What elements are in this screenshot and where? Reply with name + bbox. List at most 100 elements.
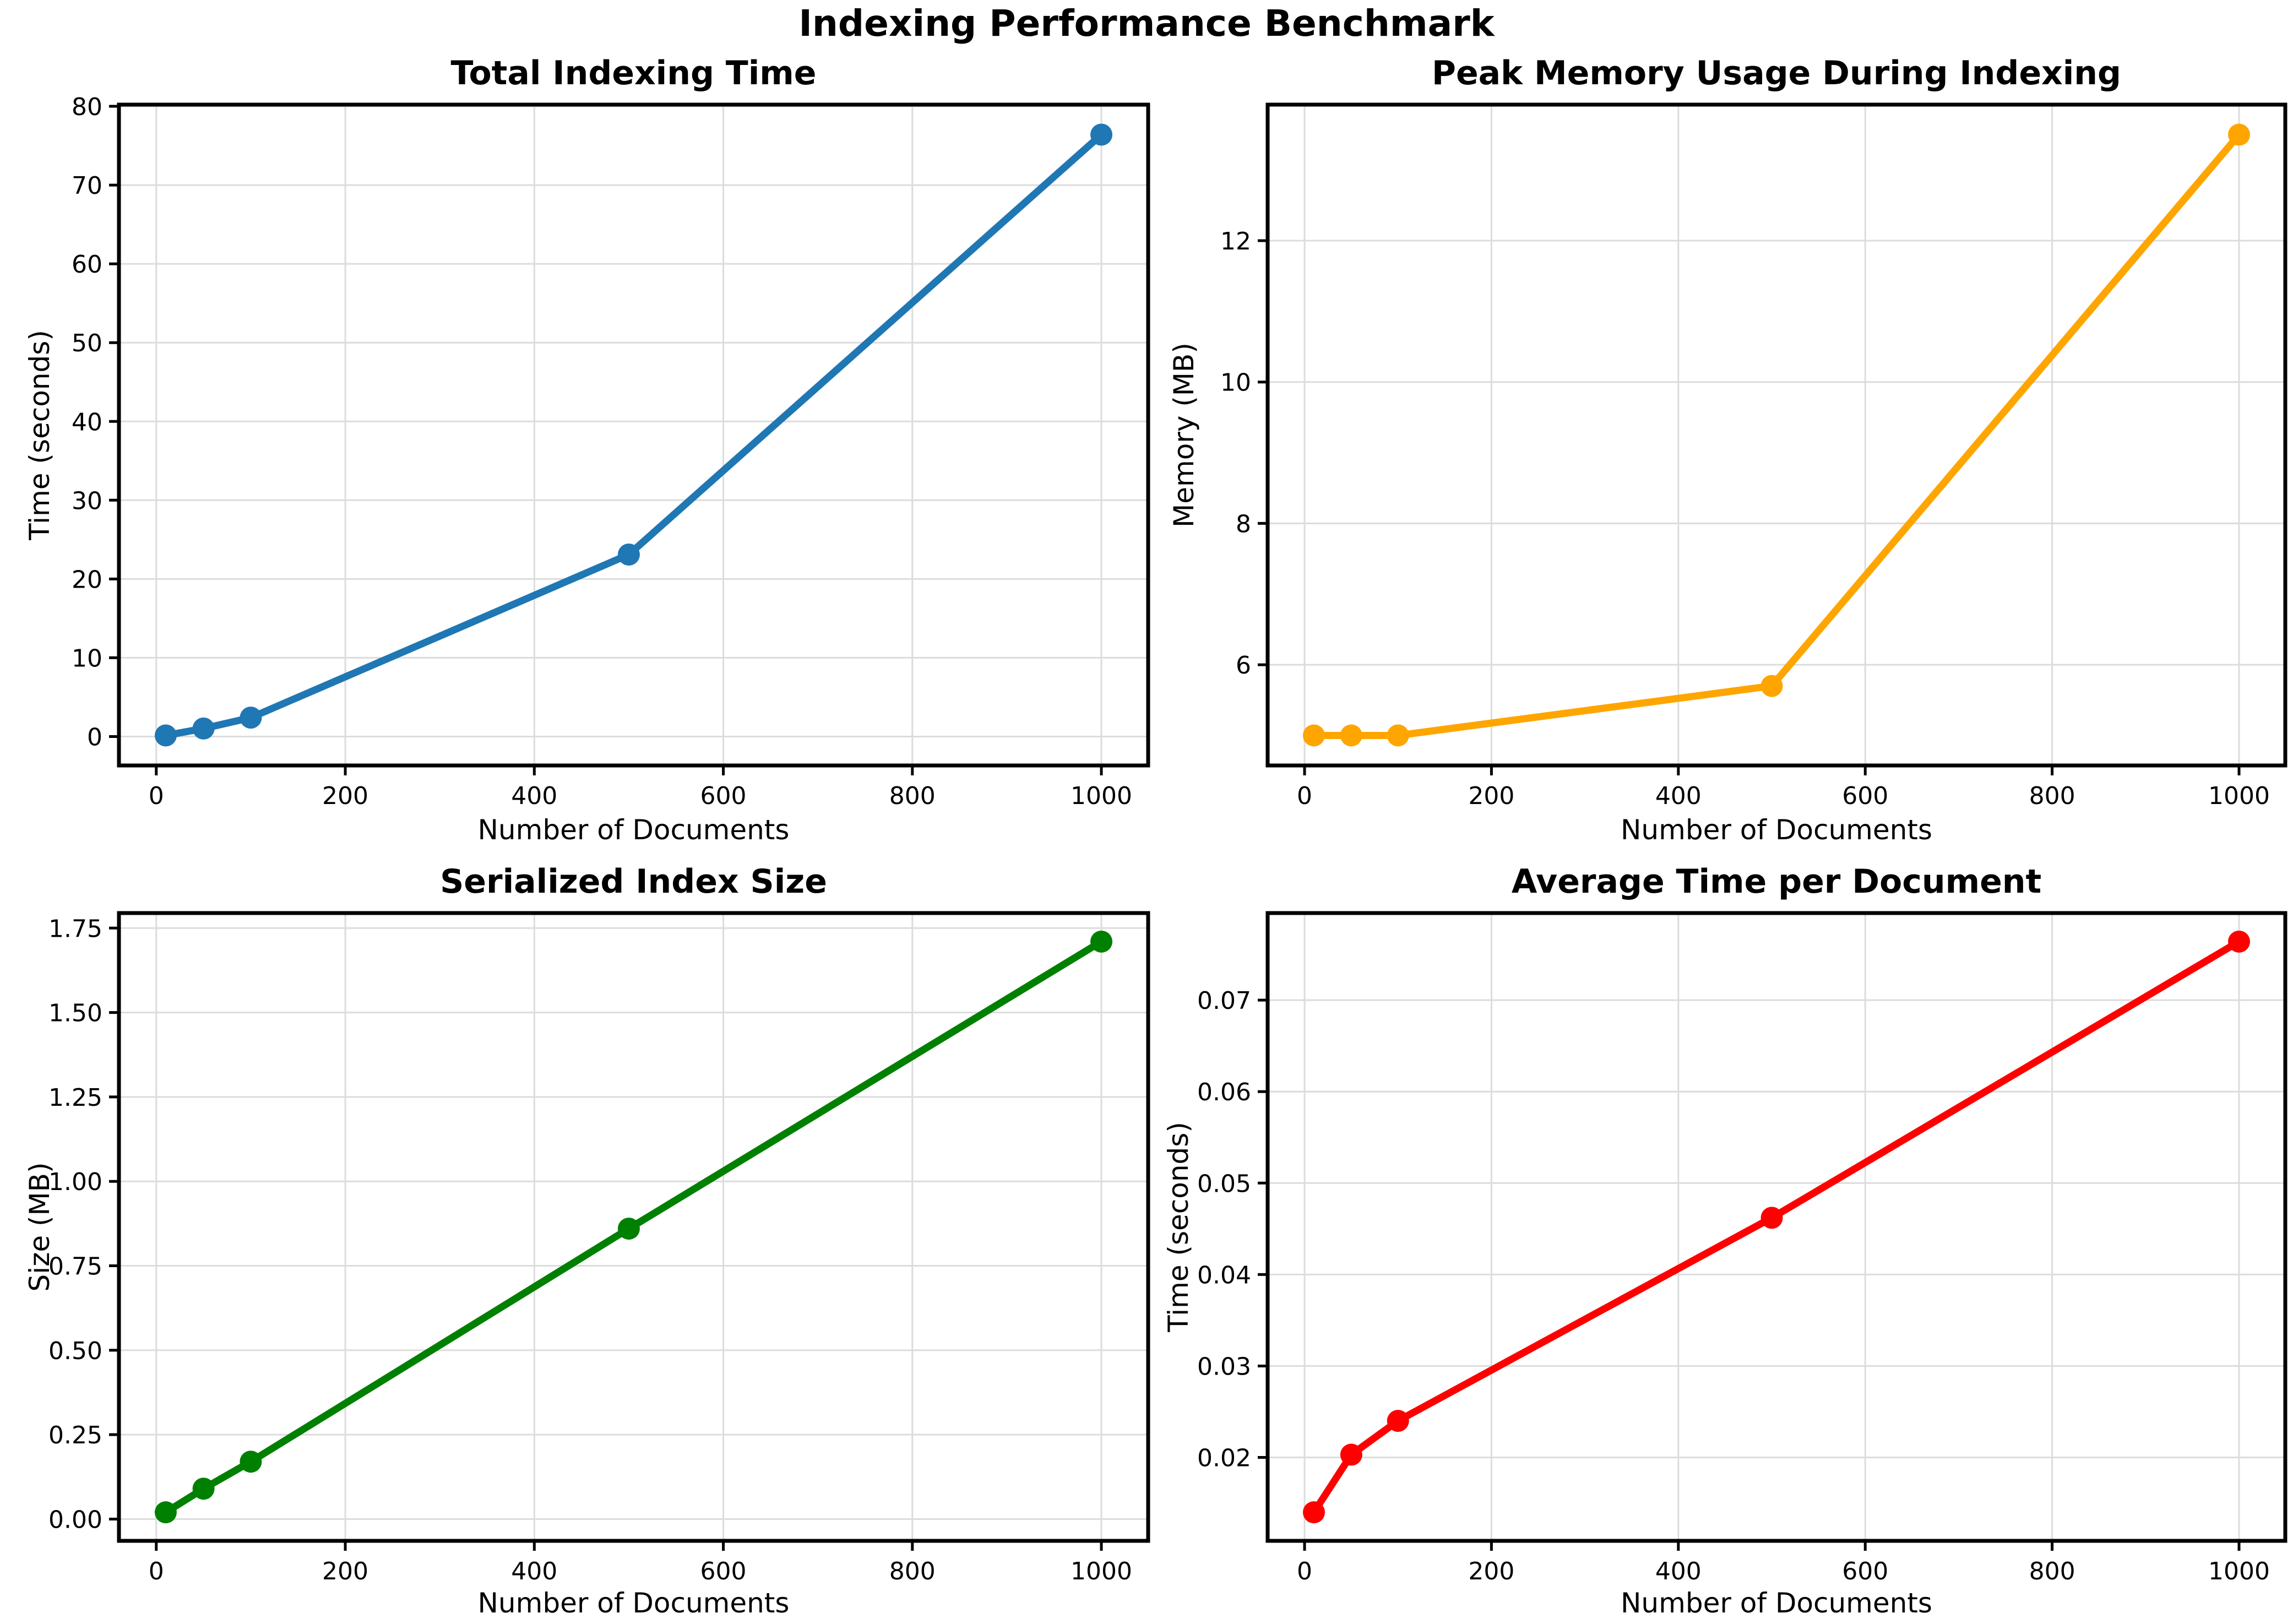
axis-ticks: 0 200 400 600 800 1000 0 10 20 30 40 50 60 70 80 bbox=[72, 93, 1132, 810]
y-axis-label-avg-time: Time (seconds) bbox=[1162, 1122, 1194, 1332]
y-tick-label: 10 bbox=[72, 644, 102, 672]
data-point-marker bbox=[154, 1501, 177, 1524]
data-point-marker bbox=[617, 1218, 640, 1240]
x-axis-label-total-time: Number of Documents bbox=[477, 814, 790, 846]
y-tick-label: 0.07 bbox=[1197, 987, 1251, 1015]
axis-ticks: 0 200 400 600 800 1000 0.00 0.25 0.50 0.75 1.00 1.2… bbox=[48, 915, 1132, 1585]
x-tick-label: 800 bbox=[889, 782, 936, 810]
data-point-marker bbox=[1303, 1501, 1325, 1524]
data-point-marker bbox=[1760, 1207, 1783, 1229]
data-point-marker bbox=[1340, 724, 1362, 747]
x-tick-label: 1000 bbox=[2208, 782, 2270, 810]
x-tick-label: 1000 bbox=[1071, 1557, 1132, 1585]
axes-spines bbox=[1265, 911, 2287, 1543]
x-tick-label: 600 bbox=[1842, 1557, 1888, 1585]
x-tick-label: 400 bbox=[1655, 782, 1702, 810]
axes-spines bbox=[117, 911, 1150, 1543]
data-point-marker bbox=[1387, 724, 1409, 747]
axes-spines bbox=[117, 102, 1150, 768]
axes-spines bbox=[1265, 102, 2287, 768]
x-tick-label: 0 bbox=[149, 1557, 164, 1585]
y-axis-label-peak-memory: Memory (MB) bbox=[1168, 343, 1200, 528]
y-tick-label: 0.25 bbox=[48, 1421, 102, 1449]
x-axis-label-avg-time: Number of Documents bbox=[1621, 1587, 1932, 1619]
axis-ticks: 0 200 400 600 800 1000 6 8 10 12 bbox=[1220, 227, 2270, 810]
data-line bbox=[1310, 131, 2243, 739]
y-tick-label: 1.00 bbox=[48, 1168, 102, 1196]
x-tick-label: 200 bbox=[322, 1557, 368, 1585]
axis-ticks: 0 200 400 600 800 1000 0.02 0.03 0.04 0.05 0.06 0.0… bbox=[1197, 987, 2270, 1585]
x-tick-label: 400 bbox=[511, 1557, 557, 1585]
y-tick-label: 0.06 bbox=[1197, 1078, 1251, 1106]
gridlines bbox=[1268, 105, 2285, 765]
y-tick-label: 60 bbox=[72, 251, 102, 279]
chart-0: 0 200 400 600 800 1000 0 10 20 30 40 50 60 70 80 bbox=[72, 93, 1150, 810]
x-axis-label-index-size: Number of Documents bbox=[477, 1587, 790, 1619]
y-tick-label: 80 bbox=[72, 93, 102, 121]
data-point-marker bbox=[240, 1451, 262, 1473]
y-tick-label: 0.04 bbox=[1197, 1261, 1251, 1289]
y-axis-label-total-time: Time (seconds) bbox=[24, 330, 56, 540]
x-tick-label: 800 bbox=[2029, 782, 2075, 810]
y-tick-label: 30 bbox=[72, 487, 102, 515]
y-tick-label: 0.05 bbox=[1197, 1170, 1251, 1198]
x-tick-label: 1000 bbox=[1071, 782, 1132, 810]
data-point-marker bbox=[617, 544, 640, 566]
y-tick-label: 40 bbox=[72, 408, 102, 436]
y-tick-label: 50 bbox=[72, 329, 102, 357]
data-point-marker bbox=[192, 717, 215, 740]
chart-title-avg-time-per-doc: Average Time per Document bbox=[1511, 862, 2042, 901]
chart-title-peak-memory: Peak Memory Usage During Indexing bbox=[1432, 54, 2121, 93]
data-point-marker bbox=[2228, 123, 2250, 146]
x-tick-label: 1000 bbox=[2208, 1557, 2270, 1585]
x-tick-label: 0 bbox=[1297, 1557, 1312, 1585]
chart-3: 0 200 400 600 800 1000 0.02 0.03 0.04 0.05 0.06 0.0… bbox=[1197, 911, 2287, 1585]
y-tick-label: 0.03 bbox=[1197, 1353, 1251, 1381]
x-tick-label: 400 bbox=[1655, 1557, 1702, 1585]
y-tick-label: 1.50 bbox=[48, 1000, 102, 1028]
data-point-marker bbox=[1387, 1410, 1409, 1432]
data-point-marker bbox=[192, 1478, 215, 1500]
data-point-marker bbox=[154, 724, 177, 747]
y-tick-label: 10 bbox=[1220, 369, 1251, 397]
y-tick-label: 1.25 bbox=[48, 1084, 102, 1112]
data-point-marker bbox=[2228, 930, 2250, 953]
y-tick-label: 0 bbox=[87, 723, 102, 751]
x-axis-label-peak-memory: Number of Documents bbox=[1621, 814, 1932, 846]
x-tick-label: 200 bbox=[1468, 1557, 1514, 1585]
y-tick-label: 0.50 bbox=[48, 1337, 102, 1365]
y-tick-label: 12 bbox=[1220, 227, 1251, 256]
x-tick-label: 0 bbox=[149, 782, 164, 810]
y-tick-label: 70 bbox=[72, 172, 102, 200]
x-tick-label: 600 bbox=[700, 1557, 747, 1585]
data-point-marker bbox=[240, 707, 262, 729]
x-tick-label: 200 bbox=[1468, 782, 1514, 810]
data-point-marker bbox=[1090, 123, 1113, 146]
chart-title-total-indexing-time: Total Indexing Time bbox=[450, 54, 817, 93]
y-tick-label: 8 bbox=[1236, 510, 1251, 538]
x-tick-label: 800 bbox=[889, 1557, 936, 1585]
data-point-marker bbox=[1303, 724, 1325, 747]
data-point-marker bbox=[1090, 930, 1113, 953]
data-line bbox=[162, 131, 1105, 739]
y-tick-label: 1.75 bbox=[48, 915, 102, 943]
y-tick-label: 20 bbox=[72, 566, 102, 594]
x-tick-label: 0 bbox=[1297, 782, 1312, 810]
y-axis-label-index-size: Size (MB) bbox=[24, 1162, 56, 1292]
figure-title: Indexing Performance Benchmark bbox=[798, 2, 1495, 45]
chart-2: 0 200 400 600 800 1000 0.00 0.25 0.50 0.75 1.00 1.2… bbox=[48, 911, 1150, 1585]
x-tick-label: 800 bbox=[2029, 1557, 2075, 1585]
gridlines bbox=[119, 105, 1148, 765]
y-tick-label: 0.75 bbox=[48, 1253, 102, 1281]
data-point-marker bbox=[1760, 675, 1783, 697]
chart-title-serialized-index-size: Serialized Index Size bbox=[440, 862, 827, 901]
gridlines bbox=[1268, 913, 2285, 1541]
x-tick-label: 400 bbox=[511, 782, 557, 810]
x-tick-label: 600 bbox=[1842, 782, 1888, 810]
x-tick-label: 200 bbox=[322, 782, 368, 810]
y-tick-label: 6 bbox=[1236, 651, 1251, 680]
data-point-marker bbox=[1340, 1443, 1362, 1466]
x-tick-label: 600 bbox=[700, 782, 747, 810]
